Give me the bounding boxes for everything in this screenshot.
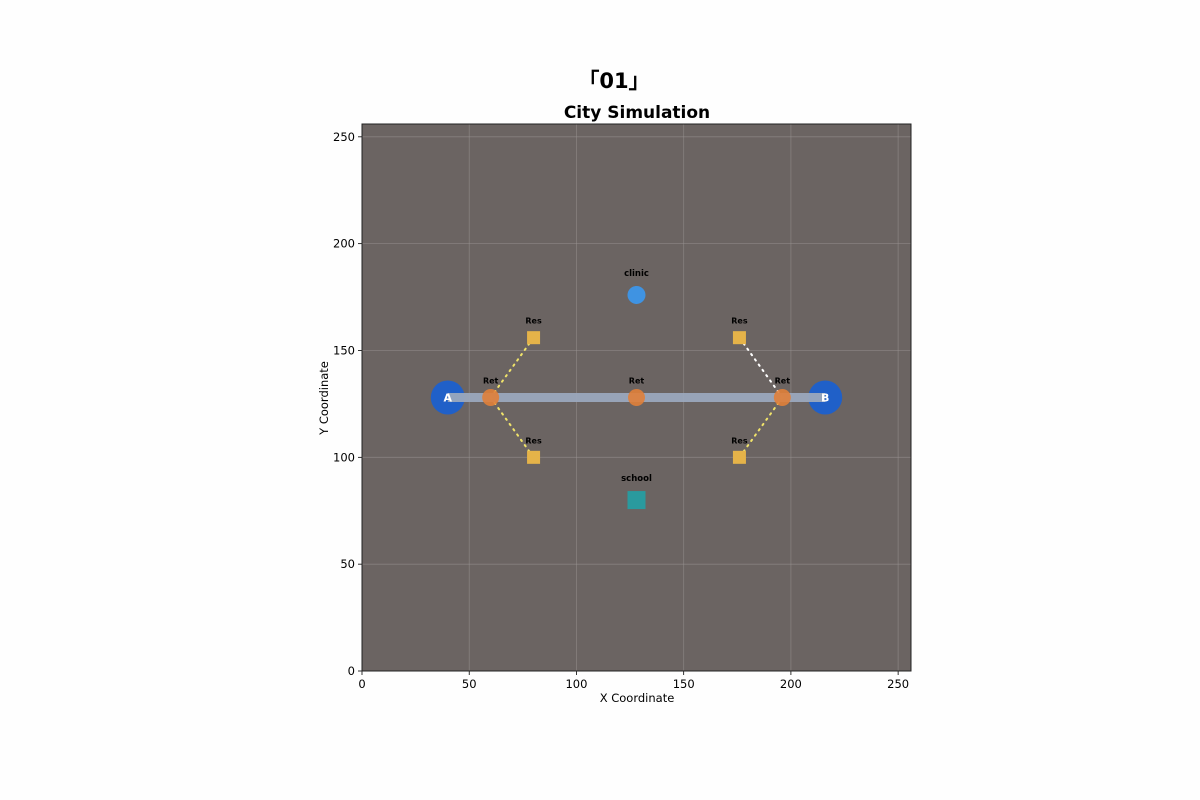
plot-frame xyxy=(361,123,912,672)
clinic-label: clinic xyxy=(624,269,649,279)
residential-marker xyxy=(527,450,541,464)
retail-marker xyxy=(482,389,500,406)
y-tick-label: 100 xyxy=(333,450,355,464)
y-axis: 0 50 100 150 200 250 xyxy=(333,130,362,678)
hub-b-label: B xyxy=(821,392,829,405)
chart-title: City Simulation xyxy=(564,103,710,123)
path-segment xyxy=(738,336,784,399)
school-marker xyxy=(627,491,646,510)
y-tick-label: 250 xyxy=(333,130,355,144)
x-tick-label: 250 xyxy=(887,677,909,691)
y-tick-label: 150 xyxy=(333,343,355,357)
y-tick-label: 0 xyxy=(348,664,355,678)
retail-marker xyxy=(628,389,645,406)
x-tick-label: 100 xyxy=(565,677,587,691)
x-axis-label: X Coordinate xyxy=(600,691,675,705)
path-segment xyxy=(489,336,535,399)
residential-label: Res xyxy=(525,317,542,326)
x-axis: 0 50 100 150 200 250 xyxy=(358,671,909,691)
residential-label: Res xyxy=(525,436,542,445)
x-tick-label: 150 xyxy=(673,677,695,691)
residential-label: Res xyxy=(731,317,748,326)
residential-marker xyxy=(732,331,746,345)
y-tick-label: 50 xyxy=(340,557,355,571)
retail-label: Ret xyxy=(483,377,499,386)
path-segment xyxy=(489,396,535,459)
school-label: school xyxy=(621,474,652,484)
path-segment xyxy=(738,396,784,459)
x-tick-label: 0 xyxy=(358,677,365,691)
retail-marker xyxy=(773,389,791,406)
figure-suptitle: 「01」 xyxy=(578,69,649,93)
x-tick-label: 50 xyxy=(462,677,477,691)
y-axis-label: Y Coordinate xyxy=(317,361,331,436)
retail-label: Ret xyxy=(775,377,791,386)
residential-marker xyxy=(527,331,541,345)
clinic-marker xyxy=(627,285,646,304)
residential-label: Res xyxy=(731,436,748,445)
y-tick-label: 200 xyxy=(333,237,355,251)
x-tick-label: 200 xyxy=(780,677,802,691)
hub-a-label: A xyxy=(444,392,453,405)
residential-marker xyxy=(732,450,746,464)
chart-marks: Ret Ret Ret Res Res Res Res clinic school A B xyxy=(430,269,843,510)
retail-label: Ret xyxy=(629,377,645,386)
